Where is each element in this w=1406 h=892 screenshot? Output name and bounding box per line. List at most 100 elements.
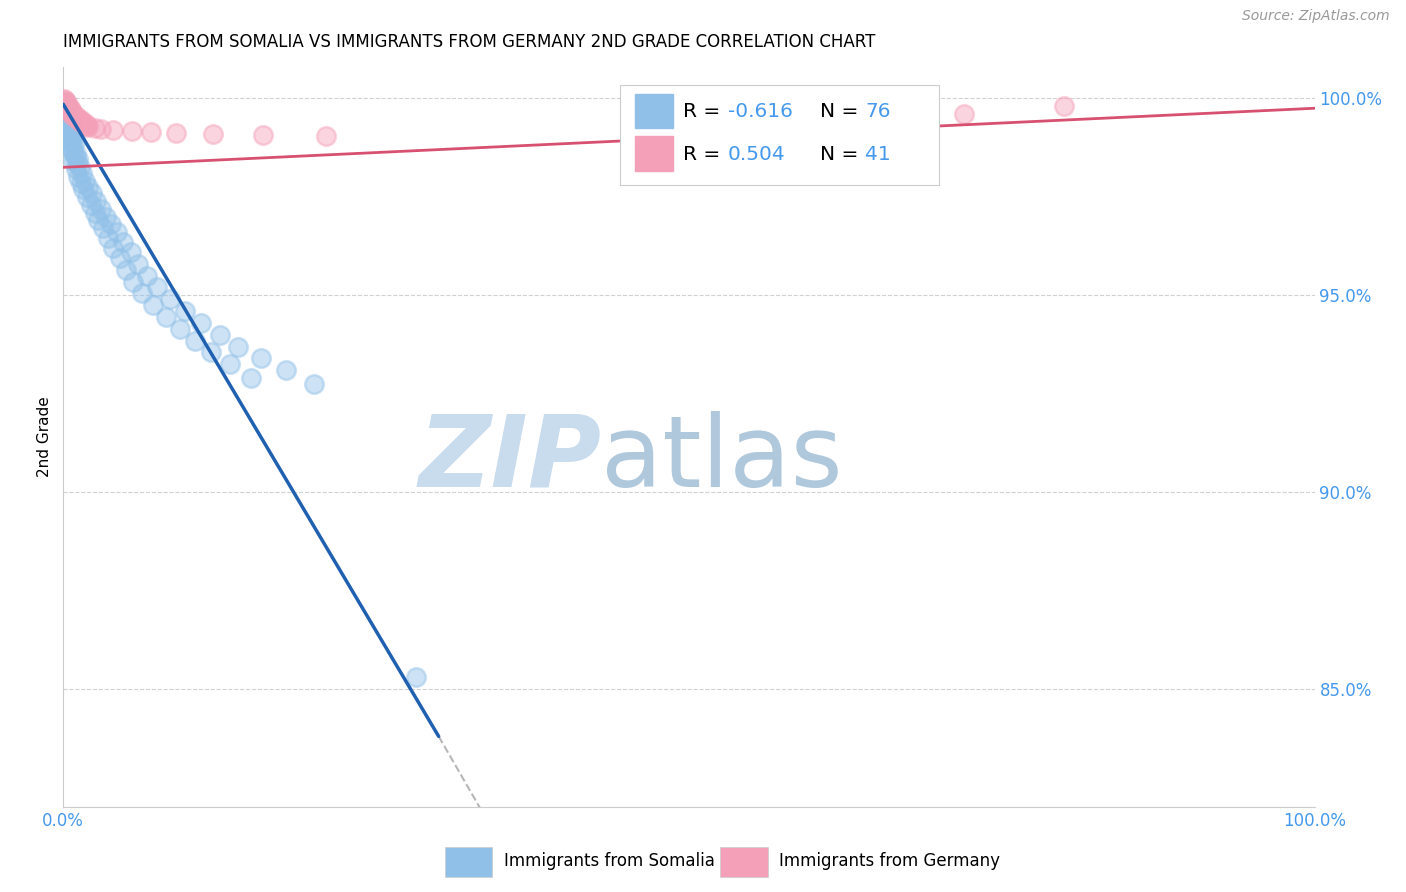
Y-axis label: 2nd Grade: 2nd Grade bbox=[37, 397, 52, 477]
Point bbox=[60, 136, 83, 151]
Point bbox=[70, 166, 93, 180]
Point bbox=[76, 190, 98, 204]
Point bbox=[183, 334, 205, 348]
Point bbox=[53, 97, 76, 112]
Point bbox=[302, 376, 325, 391]
Point bbox=[75, 117, 97, 131]
Point bbox=[115, 262, 138, 277]
Point bbox=[73, 174, 96, 188]
Point bbox=[103, 241, 125, 255]
Point bbox=[103, 123, 125, 137]
Point bbox=[69, 176, 91, 190]
FancyBboxPatch shape bbox=[620, 86, 939, 186]
Point bbox=[60, 145, 83, 159]
Point bbox=[72, 115, 94, 129]
Point bbox=[405, 670, 427, 684]
Point bbox=[84, 194, 107, 208]
Point bbox=[53, 95, 76, 109]
Point bbox=[53, 107, 76, 121]
Point bbox=[252, 128, 274, 142]
Point bbox=[169, 322, 191, 336]
Point bbox=[208, 327, 231, 342]
Point bbox=[55, 95, 77, 110]
Text: R =: R = bbox=[683, 145, 727, 164]
Point bbox=[315, 128, 337, 143]
Point bbox=[146, 280, 169, 294]
Point bbox=[69, 161, 91, 175]
Text: Source: ZipAtlas.com: Source: ZipAtlas.com bbox=[1241, 9, 1389, 22]
Point bbox=[65, 146, 87, 161]
Point bbox=[58, 109, 80, 123]
Point bbox=[121, 124, 143, 138]
Point bbox=[58, 101, 80, 115]
Point bbox=[59, 103, 82, 118]
Point bbox=[55, 103, 77, 118]
Point bbox=[94, 210, 117, 224]
Text: Immigrants from Germany: Immigrants from Germany bbox=[779, 852, 1000, 870]
Point bbox=[63, 151, 86, 165]
FancyBboxPatch shape bbox=[636, 95, 672, 128]
Point bbox=[58, 103, 80, 118]
Point bbox=[59, 141, 82, 155]
Point bbox=[63, 135, 86, 149]
Point bbox=[120, 245, 142, 260]
Point bbox=[112, 235, 135, 249]
Point bbox=[55, 98, 77, 112]
Point bbox=[72, 182, 94, 196]
Point bbox=[200, 345, 222, 359]
Point bbox=[56, 123, 79, 137]
Point bbox=[67, 170, 90, 185]
Point bbox=[1053, 99, 1076, 113]
Point bbox=[73, 118, 96, 132]
Point bbox=[58, 102, 80, 116]
Point bbox=[136, 268, 159, 283]
Point bbox=[122, 275, 145, 289]
Text: Immigrants from Somalia: Immigrants from Somalia bbox=[503, 852, 714, 870]
Point bbox=[190, 316, 212, 330]
Point bbox=[58, 99, 80, 113]
Point bbox=[83, 205, 105, 219]
Point bbox=[97, 231, 120, 245]
Text: N =: N = bbox=[820, 102, 865, 120]
Point bbox=[63, 110, 86, 124]
Point bbox=[100, 218, 122, 232]
Point bbox=[67, 153, 90, 167]
Point bbox=[53, 101, 76, 115]
Point bbox=[55, 113, 77, 128]
Point bbox=[59, 117, 82, 131]
Text: 41: 41 bbox=[865, 145, 891, 164]
Point bbox=[62, 143, 84, 157]
Point bbox=[228, 339, 250, 353]
Point bbox=[58, 133, 80, 147]
Point bbox=[87, 213, 110, 227]
Point bbox=[239, 371, 263, 385]
Point bbox=[56, 105, 79, 120]
Point bbox=[66, 112, 89, 126]
Point bbox=[250, 351, 273, 366]
Point bbox=[218, 357, 240, 371]
Point bbox=[77, 180, 100, 194]
Point bbox=[58, 120, 80, 135]
Point bbox=[60, 127, 83, 141]
Point bbox=[58, 115, 80, 129]
Text: 0.504: 0.504 bbox=[728, 145, 786, 164]
FancyBboxPatch shape bbox=[444, 847, 492, 877]
Point bbox=[55, 95, 77, 110]
Point bbox=[105, 225, 128, 239]
Point bbox=[91, 221, 114, 235]
Point bbox=[69, 113, 91, 128]
Point bbox=[76, 120, 98, 134]
Point bbox=[159, 292, 181, 306]
Point bbox=[59, 128, 82, 143]
Point bbox=[58, 119, 80, 133]
Text: atlas: atlas bbox=[602, 411, 844, 508]
Point bbox=[155, 310, 177, 324]
Text: IMMIGRANTS FROM SOMALIA VS IMMIGRANTS FROM GERMANY 2ND GRADE CORRELATION CHART: IMMIGRANTS FROM SOMALIA VS IMMIGRANTS FR… bbox=[63, 34, 876, 52]
Point bbox=[53, 96, 76, 111]
Point bbox=[80, 186, 103, 200]
Point bbox=[108, 251, 131, 265]
Point bbox=[80, 198, 103, 212]
Point bbox=[52, 92, 75, 106]
Point bbox=[202, 127, 225, 141]
Point bbox=[69, 113, 91, 128]
